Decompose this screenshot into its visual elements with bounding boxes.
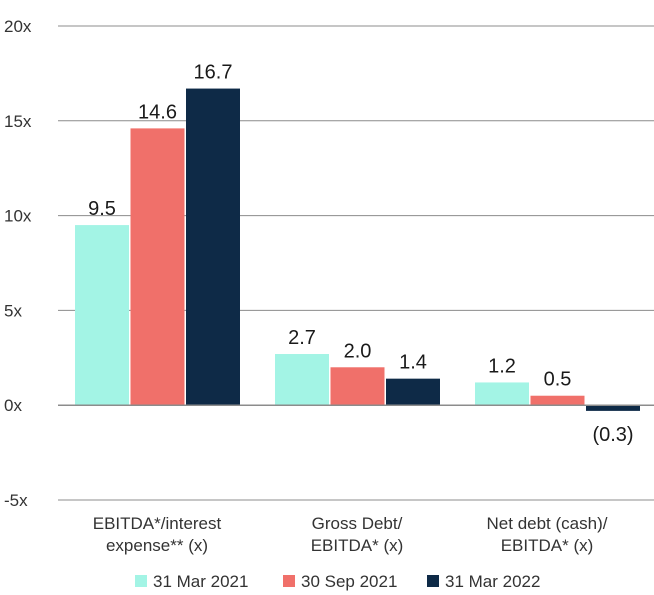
legend-label: 31 Mar 2021 bbox=[153, 572, 248, 591]
y-tick-label: 0x bbox=[4, 396, 22, 415]
bar bbox=[186, 88, 240, 406]
data-label: (0.3) bbox=[592, 424, 633, 446]
data-label: 1.4 bbox=[399, 352, 427, 374]
data-label: 2.7 bbox=[288, 327, 316, 349]
y-tick-label: 5x bbox=[4, 301, 22, 320]
bar bbox=[130, 128, 185, 406]
data-label: 0.5 bbox=[544, 369, 572, 391]
legend-swatch bbox=[427, 575, 439, 587]
bar bbox=[475, 382, 529, 406]
y-tick-label: -5x bbox=[4, 491, 28, 510]
y-tick-label: 15x bbox=[4, 112, 32, 131]
bar bbox=[586, 405, 640, 411]
bar bbox=[75, 225, 129, 406]
category-label: EBITDA*/interest expense** (x) bbox=[93, 514, 222, 555]
bar bbox=[275, 354, 329, 406]
data-label: 9.5 bbox=[88, 198, 116, 220]
legend-swatch bbox=[283, 575, 295, 587]
y-tick-label: 10x bbox=[4, 207, 32, 226]
legend-label: 31 Mar 2022 bbox=[445, 572, 540, 591]
bar bbox=[386, 378, 440, 406]
data-label: 14.6 bbox=[138, 101, 177, 123]
bar bbox=[330, 367, 385, 406]
y-tick-label: 20x bbox=[4, 17, 32, 36]
legend-swatch bbox=[135, 575, 147, 587]
data-label: 2.0 bbox=[344, 340, 372, 362]
data-label: 16.7 bbox=[194, 62, 233, 84]
category-label: Net debt (cash)/EBITDA* (x) bbox=[487, 514, 608, 555]
category-label: Gross Debt/EBITDA* (x) bbox=[311, 514, 404, 555]
legend-label: 30 Sep 2021 bbox=[301, 572, 397, 591]
bar bbox=[530, 395, 585, 406]
data-label: 1.2 bbox=[488, 355, 516, 377]
